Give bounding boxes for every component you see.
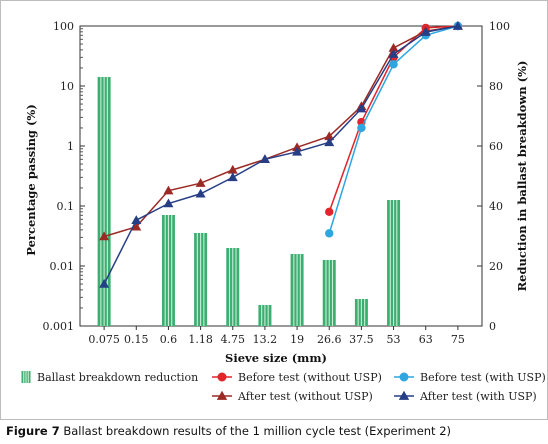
series-point xyxy=(99,279,110,288)
series-point xyxy=(163,198,174,208)
legend-marker xyxy=(217,372,227,382)
legend-marker xyxy=(398,390,410,400)
series-point xyxy=(195,188,206,198)
y2-tick-label: 60 xyxy=(489,140,503,153)
x-tick-label: 53 xyxy=(387,333,401,346)
series-point xyxy=(195,178,206,187)
series-point xyxy=(292,142,303,152)
y2-tick-label: 100 xyxy=(489,20,510,33)
series-point xyxy=(292,146,303,156)
x-tick-label: 26.6 xyxy=(317,333,342,346)
y2-tick-label: 0 xyxy=(489,320,496,333)
series-line xyxy=(103,25,458,238)
y-tick-label: 0.001 xyxy=(43,320,75,333)
series-point xyxy=(357,123,366,133)
y2-axis-title: Reduction in ballast breakdown (%) xyxy=(515,61,529,292)
legend-label: After test (without USP) xyxy=(237,390,373,403)
series-point xyxy=(325,229,334,238)
series-point xyxy=(163,185,174,195)
y-tick-label: 1 xyxy=(67,140,74,153)
legend-label: Before test (without USP) xyxy=(238,371,382,384)
chart-svg: 0.001 0.01 0.1 1 10 100 0 20 40 60 80 100 0.075 0.15 0… xyxy=(0,0,548,420)
y-tick-label: 100 xyxy=(53,20,74,33)
series-point xyxy=(259,154,270,164)
x-tick-label: 4.75 xyxy=(221,333,246,346)
series-line xyxy=(103,25,459,285)
x-tick-label: 1.18 xyxy=(188,333,213,346)
series-point xyxy=(131,221,142,231)
series-point xyxy=(324,137,335,147)
x-tick-label: 0.6 xyxy=(160,333,178,346)
legend-marker xyxy=(399,372,409,382)
series-point xyxy=(325,207,334,217)
y-tick-label: 0.1 xyxy=(57,200,75,213)
series-point xyxy=(324,131,335,141)
y-axis-title: Percentage passing (%) xyxy=(24,104,38,256)
series-point xyxy=(420,27,431,36)
legend-label: Ballast breakdown reduction xyxy=(37,371,198,384)
series-point xyxy=(452,21,463,30)
legend-marker xyxy=(216,390,228,400)
x-tick-label: 63 xyxy=(419,333,433,346)
y2-tick-label: 20 xyxy=(489,260,503,273)
x-tick-label: 37.5 xyxy=(349,333,374,346)
series-point xyxy=(388,49,399,58)
x-tick-label: 0.075 xyxy=(88,333,120,346)
x-tick-label: 0.15 xyxy=(124,333,149,346)
figure-caption: Figure 7 Ballast breakdown results of th… xyxy=(6,424,451,438)
series-point xyxy=(389,60,398,69)
x-tick-label: 13.2 xyxy=(253,333,278,346)
legend-label: Before test (with USP) xyxy=(420,371,546,384)
plot-area xyxy=(79,25,483,327)
series-point xyxy=(227,164,238,174)
chart-border xyxy=(0,0,548,420)
y2-tick-label: 40 xyxy=(489,200,503,213)
series-point xyxy=(131,215,142,224)
y2-tick-label: 80 xyxy=(489,80,503,93)
x-tick-label: 19 xyxy=(290,333,304,346)
caption-text: Ballast breakdown results of the 1 milli… xyxy=(59,424,452,438)
series-point xyxy=(227,172,238,182)
y-tick-label: 10 xyxy=(60,80,74,93)
caption-label: Figure 7 xyxy=(6,424,60,438)
x-tick-label: 75 xyxy=(451,333,465,346)
series-point xyxy=(356,103,367,113)
series-point xyxy=(388,42,399,52)
series-point xyxy=(99,231,110,241)
x-axis-title: Sieve size (mm) xyxy=(225,351,327,365)
y-tick-label: 0.01 xyxy=(50,260,75,273)
legend-label: After test (with USP) xyxy=(419,390,537,403)
